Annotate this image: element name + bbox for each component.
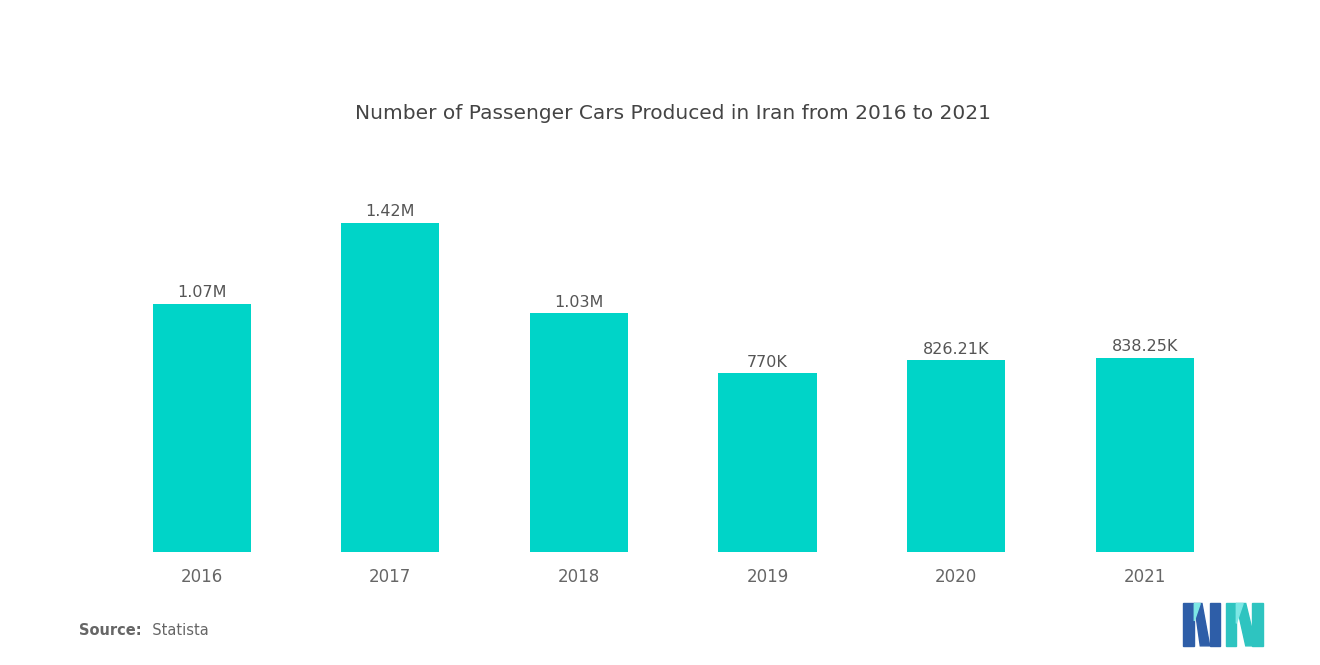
Bar [153, 304, 251, 552]
Text: 1.03M: 1.03M [554, 295, 603, 310]
Polygon shape [1237, 604, 1243, 624]
Text: 770K: 770K [747, 355, 788, 370]
Polygon shape [1237, 604, 1257, 646]
Polygon shape [1251, 604, 1263, 646]
Text: Source:: Source: [79, 623, 141, 638]
Text: Statista: Statista [143, 623, 209, 638]
Polygon shape [1226, 604, 1237, 646]
Text: 838.25K: 838.25K [1111, 339, 1177, 354]
Bar [529, 313, 628, 552]
Bar [718, 374, 817, 552]
Text: 1.42M: 1.42M [366, 204, 414, 219]
Polygon shape [1195, 604, 1200, 621]
Bar [342, 223, 440, 552]
Polygon shape [1183, 604, 1195, 646]
Bar [907, 360, 1005, 552]
Text: 826.21K: 826.21K [923, 342, 989, 357]
Polygon shape [1195, 604, 1209, 646]
Polygon shape [1209, 604, 1220, 646]
Bar [1096, 358, 1193, 552]
Title: Number of Passenger Cars Produced in Iran from 2016 to 2021: Number of Passenger Cars Produced in Ira… [355, 104, 991, 122]
Text: 1.07M: 1.07M [177, 285, 227, 301]
